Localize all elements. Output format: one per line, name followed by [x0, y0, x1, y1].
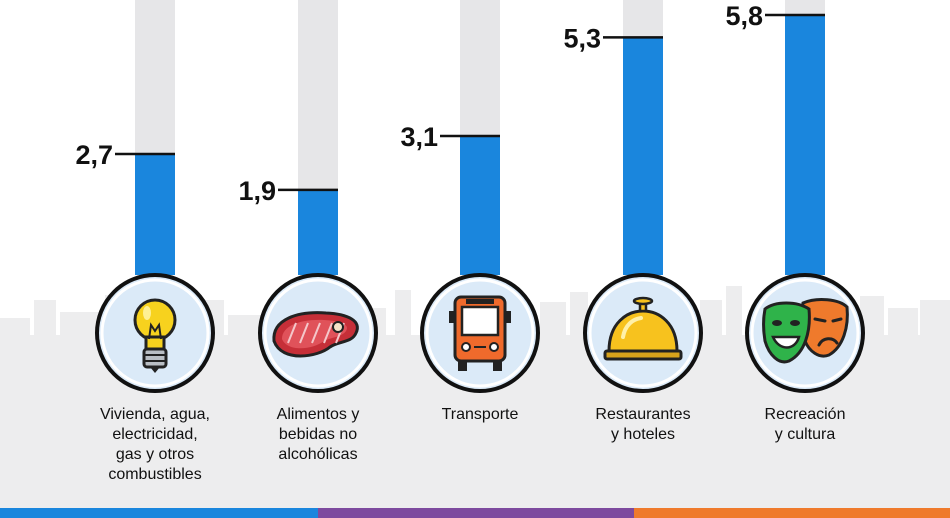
- service-bell-icon: [583, 273, 703, 393]
- skyline-building: [395, 290, 411, 336]
- category-label: Transporte: [441, 406, 519, 423]
- skyline-building: [540, 302, 566, 336]
- category-label: Vivienda, agua, electricidad, gas y otro…: [99, 406, 210, 483]
- category-icons: [95, 273, 865, 393]
- bar: [460, 136, 500, 275]
- light-bulb-icon: [95, 273, 215, 393]
- icon-circle-ring: [588, 278, 698, 388]
- bar: [298, 189, 338, 275]
- skyline-building: [920, 300, 950, 336]
- theater-masks-icon: [745, 273, 865, 393]
- value-label: 2,7: [75, 140, 113, 170]
- category-label: Alimentos y bebidas no alcohólicas: [276, 406, 360, 463]
- steak-icon: [258, 273, 378, 393]
- bus-icon: [420, 273, 540, 393]
- value-label: 5,8: [725, 1, 763, 31]
- skyline-building: [0, 318, 30, 336]
- icon-circle-ring: [425, 278, 535, 388]
- bars: [135, 15, 825, 276]
- bottom-stripe-blue: [0, 508, 318, 518]
- bottom-stripe-purple: [318, 508, 634, 518]
- skyline-building: [228, 315, 263, 336]
- skyline-building: [60, 312, 100, 336]
- bottom-stripe-orange: [634, 508, 950, 518]
- skyline-building: [570, 292, 588, 336]
- skyline-building: [726, 286, 742, 336]
- bar: [135, 153, 175, 275]
- bar: [785, 15, 825, 275]
- value-label: 1,9: [238, 176, 276, 206]
- category-label: Recreación y cultura: [764, 406, 846, 443]
- icon-circle-ring: [100, 278, 210, 388]
- skyline-building: [34, 300, 56, 336]
- category-label: Restaurantes y hoteles: [595, 406, 691, 443]
- value-labels: 2,7 1,9 3,1 5,3 5,8: [75, 1, 825, 206]
- icon-circle-ring: [263, 278, 373, 388]
- skyline-building: [888, 308, 918, 336]
- skyline-building: [700, 300, 722, 336]
- bar: [623, 37, 663, 276]
- value-label: 5,3: [563, 23, 601, 53]
- value-label: 3,1: [400, 122, 438, 152]
- icon-circle-ring: [750, 278, 860, 388]
